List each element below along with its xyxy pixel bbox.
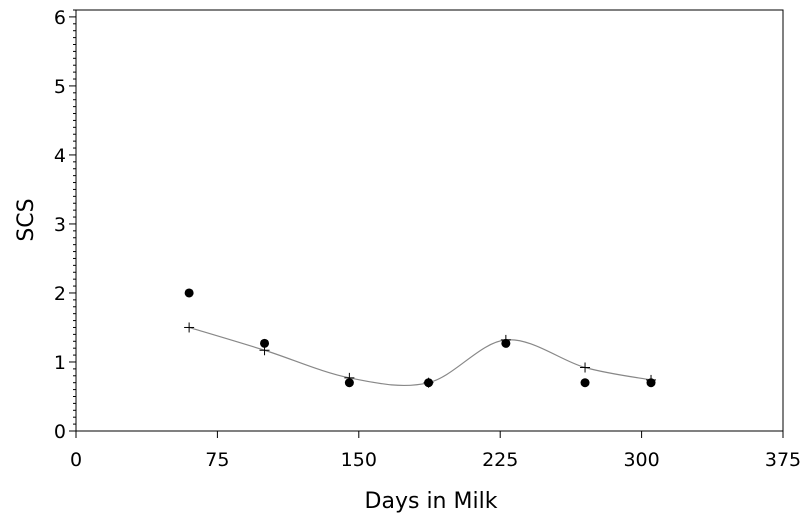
x-tick-labels: 0 75 150 225 300 375 (70, 449, 801, 471)
data-point (580, 378, 590, 388)
x-tick-label: 0 (70, 449, 82, 471)
plus-marker (344, 372, 355, 383)
x-major-ticks (75, 431, 784, 438)
data-point (260, 338, 270, 348)
y-major-ticks (69, 16, 76, 432)
fit-line (188, 326, 652, 387)
y-tick-label: 3 (54, 214, 66, 236)
y-axis-title: SCS (14, 198, 39, 241)
y-tick-label: 6 (54, 7, 66, 29)
plus-marker (423, 377, 434, 388)
plot-frame (75, 9, 784, 432)
y-tick-label: 2 (54, 283, 66, 305)
y-minor-ticks (73, 9, 76, 425)
x-tick-label: 375 (765, 449, 801, 471)
y-tick-label: 1 (54, 352, 66, 374)
plus-marker (646, 374, 657, 385)
plus-marker (580, 362, 591, 373)
x-tick-label: 300 (623, 449, 659, 471)
y-tick-label: 5 (54, 76, 66, 98)
x-tick-label: 225 (482, 449, 518, 471)
data-point (184, 288, 194, 298)
fitted-points (184, 322, 657, 388)
plus-marker (184, 322, 195, 333)
x-tick-label: 150 (341, 449, 377, 471)
plus-marker (500, 334, 511, 345)
x-tick-label: 75 (205, 449, 229, 471)
plus-marker (259, 345, 270, 356)
fit-line-layer (188, 326, 652, 387)
y-tick-label: 0 (54, 421, 66, 443)
y-tick-labels: 0 1 2 3 4 5 6 (54, 7, 66, 443)
data-points (184, 288, 656, 388)
plot-border (75, 9, 784, 432)
y-tick-label: 4 (54, 145, 66, 167)
x-axis-title: Days in Milk (365, 489, 498, 514)
